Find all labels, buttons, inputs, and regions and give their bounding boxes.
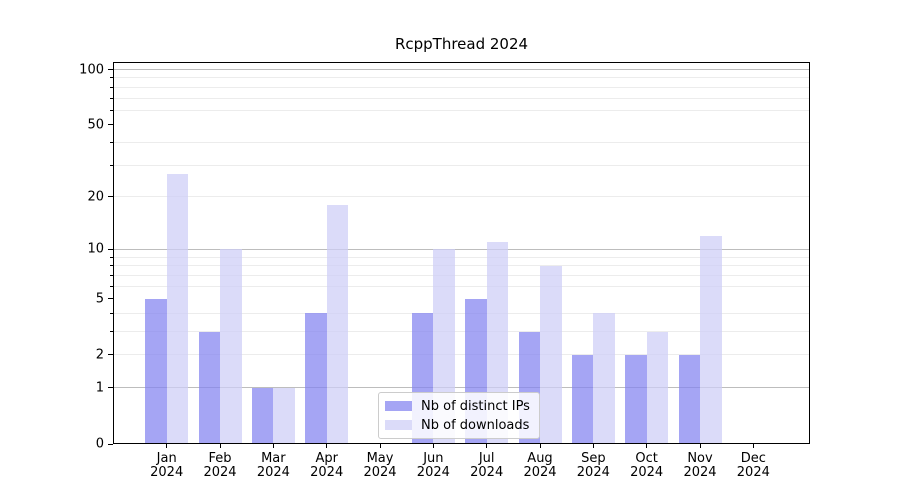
y-minor-tick-mark (110, 97, 113, 99)
x-tick-mark (432, 444, 434, 448)
y-tick-mark (108, 196, 113, 198)
y-tick-mark (108, 387, 113, 389)
y-minor-tick-mark (110, 331, 113, 332)
y-minor-tick-mark (110, 86, 113, 88)
legend-entry-distinct-ips: Nb of distinct IPs (385, 398, 530, 414)
bar-downloads (220, 249, 242, 444)
y-tick-mark (108, 443, 113, 445)
bar-downloads (273, 387, 295, 444)
bar-distinct-ips (198, 331, 221, 444)
y-tick-mark (108, 69, 113, 70)
x-axis-tick-label: Feb 2024 (203, 451, 237, 480)
bar-downloads (646, 331, 669, 444)
y-tick-mark (108, 298, 113, 300)
x-tick-mark (379, 444, 381, 448)
minor-gridline (113, 265, 810, 267)
minor-gridline (113, 164, 810, 166)
x-tick-mark (272, 444, 274, 448)
x-tick-mark (699, 444, 701, 448)
y-axis-tick-label: 1 (95, 380, 104, 396)
x-axis-tick-label: Aug 2024 (523, 451, 557, 480)
y-minor-tick-mark (110, 265, 113, 267)
x-axis-tick-label: Apr 2024 (310, 451, 344, 480)
minor-gridline (113, 196, 810, 198)
plot-area: 0 1 2 5 10 20 50 100 Jan 2024 Feb 2024 Mar 2024 Apr… (79, 62, 810, 480)
y-axis-tick-label: 0 (95, 436, 104, 452)
bar-distinct-ips (571, 354, 594, 444)
y-minor-tick-mark (110, 285, 113, 287)
bar-distinct-ips (145, 298, 167, 444)
bar-distinct-ips (305, 313, 327, 444)
x-tick-mark (326, 444, 328, 448)
y-tick-mark (108, 124, 113, 126)
y-axis-tick-label: 2 (95, 347, 104, 363)
x-axis-tick-label: Jan 2024 (150, 451, 184, 480)
y-minor-tick-mark (110, 256, 113, 258)
x-tick-mark (219, 444, 221, 448)
y-axis-tick-label: 50 (87, 117, 104, 133)
minor-gridline (113, 97, 810, 99)
y-minor-tick-mark (110, 109, 113, 111)
y-tick-mark (108, 248, 113, 250)
y-minor-tick-mark (110, 164, 113, 166)
bar-downloads (540, 265, 562, 444)
y-tick-mark (108, 354, 113, 356)
bar-distinct-ips (678, 354, 700, 444)
minor-gridline (113, 109, 810, 111)
y-minor-tick-mark (110, 312, 113, 314)
minor-gridline (113, 354, 810, 356)
minor-gridline (113, 86, 810, 88)
bar-downloads (166, 173, 189, 444)
legend-label-downloads: Nb of downloads (421, 417, 530, 433)
x-axis-tick-label: Mar 2024 (256, 451, 290, 480)
chart-title: RcppThread 2024 (394, 35, 529, 53)
x-axis-tick-label: Nov 2024 (683, 451, 717, 480)
x-tick-mark (592, 444, 594, 448)
minor-gridline (113, 312, 810, 314)
x-axis-tick-label: Oct 2024 (630, 451, 664, 480)
bar-distinct-ips (251, 387, 274, 444)
x-axis-tick-label: Jun 2024 (416, 451, 450, 480)
bar-distinct-ips (625, 354, 647, 444)
major-gridline (113, 69, 810, 70)
legend-swatch-downloads-icon (385, 420, 412, 430)
y-minor-tick-mark (110, 274, 113, 276)
legend: Nb of distinct IPs Nb of downloads (378, 392, 540, 439)
legend-swatch-distinct-ips-icon (385, 401, 412, 411)
minor-gridline (113, 331, 810, 332)
x-axis-tick-label: Dec 2024 (736, 451, 770, 480)
bar-downloads (593, 313, 615, 444)
minor-gridline (113, 285, 810, 287)
major-gridline (113, 387, 810, 389)
minor-gridline (113, 274, 810, 276)
y-axis-tick-label: 20 (87, 189, 104, 205)
x-tick-mark (166, 444, 168, 448)
x-tick-mark (539, 444, 541, 448)
x-tick-mark (646, 444, 648, 448)
minor-gridline (113, 142, 810, 144)
y-axis-tick-label: 10 (87, 241, 104, 257)
y-axis-tick-label: 5 (95, 291, 104, 307)
legend-label-distinct-ips: Nb of distinct IPs (421, 398, 530, 414)
x-axis-tick-label: Jul 2024 (470, 451, 504, 480)
y-axis-tick-label: 100 (79, 62, 104, 77)
x-tick-mark (486, 444, 488, 448)
minor-gridline (113, 256, 810, 258)
minor-gridline (113, 77, 810, 79)
major-gridline (113, 248, 810, 250)
bar-downloads (700, 235, 722, 444)
y-minor-tick-mark (110, 77, 113, 79)
bar-downloads (326, 205, 349, 444)
x-tick-mark (752, 444, 754, 448)
y-minor-tick-mark (110, 142, 113, 144)
x-axis-tick-label: Sep 2024 (576, 451, 610, 480)
legend-entry-downloads: Nb of downloads (385, 417, 530, 433)
x-axis-tick-label: May 2024 (363, 451, 397, 480)
